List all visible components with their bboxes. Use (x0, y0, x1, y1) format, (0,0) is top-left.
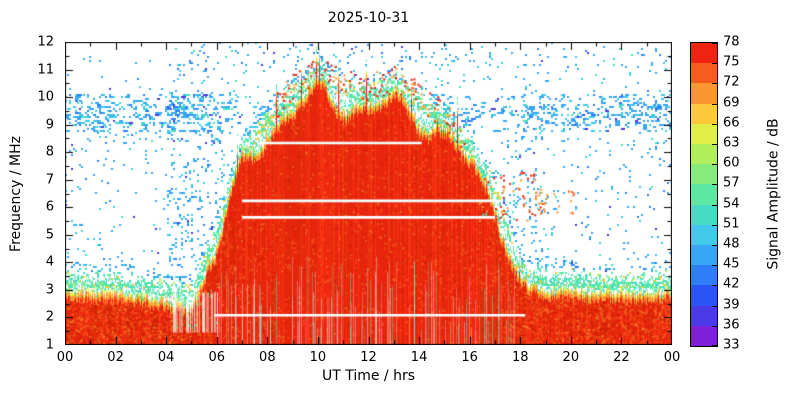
y-axis-label: Frequency / MHz (8, 135, 24, 252)
x-tick-label: 20 (562, 350, 580, 365)
spectrogram-canvas (65, 42, 672, 345)
colorbar-tick-mark (712, 205, 717, 206)
colorbar-cell (691, 144, 717, 165)
colorbar-tick-mark (712, 124, 717, 125)
x-tick-label: 16 (461, 350, 478, 365)
colorbar-cell (691, 43, 717, 64)
chart-title: 2025-10-31 (327, 10, 410, 26)
y-tick-label: 10 (37, 89, 54, 105)
colorbar-tick-mark (712, 104, 717, 105)
y-tick-label: 2 (45, 309, 54, 325)
colorbar-cell (691, 245, 717, 266)
plot-area (65, 42, 672, 345)
x-tick-label: 06 (208, 350, 226, 365)
colorbar (690, 42, 718, 347)
colorbar-tick-mark (712, 345, 717, 346)
x-tick-labels: 00 02 04 06 08 10 12 14 16 18 20 22 00 (57, 350, 681, 366)
colorbar-tick-mark (712, 326, 717, 327)
colorbar-tick-label: 78 (723, 34, 740, 50)
colorbar-cell (691, 123, 717, 145)
colorbar-tick-label: 36 (723, 317, 740, 333)
colorbar-cell (691, 83, 717, 104)
colorbar-tick-label: 48 (723, 236, 740, 252)
colorbar-cell (691, 184, 717, 205)
x-tick-label: 00 (56, 350, 74, 365)
colorbar-cell (691, 204, 717, 225)
colorbar-label: Signal Amplitude / dB (766, 117, 782, 270)
y-tick-label: 11 (37, 62, 54, 78)
colorbar-tick-mark (712, 164, 717, 165)
y-tick-label: 4 (45, 254, 54, 270)
colorbar-tick-label: 33 (723, 337, 740, 353)
colorbar-tick-mark (712, 245, 717, 246)
colorbar-tick-mark (712, 285, 717, 286)
colorbar-tick-mark (712, 144, 717, 145)
x-tick-label: 02 (107, 350, 124, 365)
y-tick-label: 8 (45, 144, 54, 160)
colorbar-cell (691, 305, 717, 326)
colorbar-tick-mark (712, 265, 717, 266)
x-tick-label: 00 (663, 350, 681, 365)
colorbar-tick-mark (712, 184, 717, 185)
x-tick-label: 10 (309, 350, 327, 365)
y-tick-label: 3 (45, 282, 54, 298)
colorbar-tick-label: 39 (723, 297, 740, 313)
y-tick-label: 5 (45, 227, 54, 243)
colorbar-tick-label: 72 (723, 74, 740, 90)
colorbar-cell (691, 224, 717, 246)
y-tick-label: 9 (45, 117, 54, 133)
colorbar-tick-label: 57 (723, 175, 740, 191)
x-tick-label: 08 (259, 350, 276, 365)
colorbar-cell (691, 265, 717, 286)
colorbar-tick-label: 63 (723, 135, 740, 151)
x-tick-label: 18 (511, 350, 529, 365)
y-tick-labels: 1 2 3 4 5 6 7 8 9 10 11 12 (28, 35, 60, 353)
colorbar-tick-mark (712, 225, 717, 226)
x-tick-label: 22 (613, 350, 630, 365)
x-tick-label: 12 (360, 350, 377, 365)
x-tick-label: 14 (410, 350, 428, 365)
colorbar-tick-label: 45 (723, 256, 740, 272)
y-tick-label: 12 (37, 34, 54, 50)
y-tick-label: 1 (45, 337, 54, 353)
x-tick-label: 04 (157, 350, 175, 365)
colorbar-tick-mark (712, 63, 717, 64)
colorbar-tick-label: 51 (723, 216, 740, 232)
colorbar-tick-labels: 33 36 39 42 45 48 51 54 57 60 63 66 69 72 75 78 (723, 35, 757, 353)
colorbar-tick-label: 69 (723, 95, 740, 111)
y-tick-label: 7 (45, 172, 54, 188)
colorbar-tick-label: 42 (723, 276, 740, 292)
colorbar-label-wrap: Signal Amplitude / dB (754, 42, 794, 345)
colorbar-tick-label: 60 (723, 155, 740, 171)
x-axis-label: UT Time / hrs (321, 368, 416, 384)
colorbar-tick-label: 66 (723, 115, 740, 131)
colorbar-tick-mark (712, 83, 717, 84)
colorbar-tick-mark (712, 306, 717, 307)
colorbar-cell (691, 103, 717, 124)
colorbar-tick-mark (712, 43, 717, 44)
colorbar-cell (691, 325, 717, 347)
y-tick-label: 6 (45, 199, 54, 215)
colorbar-tick-label: 54 (723, 196, 740, 212)
colorbar-tick-label: 75 (723, 54, 740, 70)
colorbar-cell (691, 285, 717, 306)
colorbar-cell (691, 63, 717, 84)
colorbar-cell (691, 164, 717, 185)
